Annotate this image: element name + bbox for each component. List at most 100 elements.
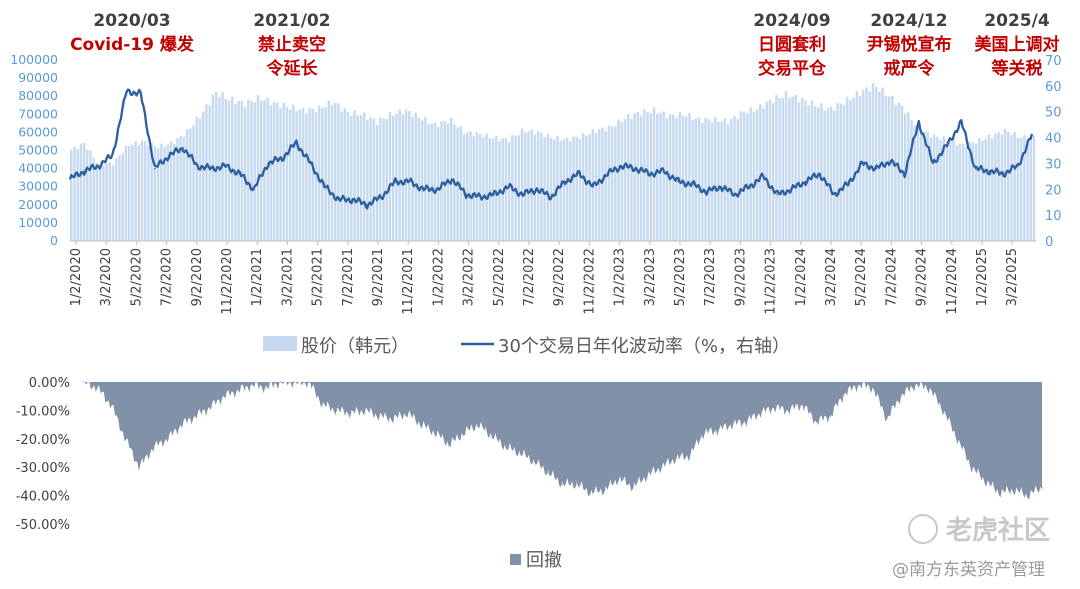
drawdown-point (928, 387, 930, 389)
price-bar (627, 114, 630, 241)
price-bar (926, 131, 929, 241)
price-bar (430, 123, 434, 241)
volatility-point (635, 167, 637, 170)
price-bar (781, 98, 785, 242)
price-bar (623, 119, 627, 241)
price-bar (530, 129, 533, 241)
drawdown-point (801, 404, 803, 406)
price-bar (462, 134, 466, 241)
drawdown-chart: 0.00% -10.00% -20.00% -30.00% -40.00% -50.00%… (16, 376, 1043, 571)
price-bar (321, 108, 324, 241)
price-bar (282, 102, 285, 242)
price-bar (636, 111, 640, 241)
price-bar (495, 135, 498, 241)
price-bar (153, 146, 157, 241)
legend-volatility-label: 30个交易日年化波动率（%，右轴） (498, 336, 790, 357)
drawdown-point (505, 446, 507, 448)
price-bar (681, 115, 685, 241)
price-bar (411, 116, 414, 241)
price-bar (98, 162, 102, 241)
price-bar (601, 127, 604, 241)
price-bar (639, 115, 643, 241)
y-left-tick-label: 100000 (10, 52, 58, 67)
volatility-point (366, 204, 368, 206)
y-left-tick-label: 0 (50, 233, 58, 248)
x-tick-label: 3/2/2022 (462, 248, 477, 306)
volatility-point (974, 167, 977, 170)
price-bar (86, 149, 89, 241)
volatility-point (734, 193, 736, 196)
volatility-point (69, 178, 71, 180)
price-bar (633, 113, 636, 241)
price-bar (1003, 128, 1007, 241)
drawdown-point (322, 404, 324, 406)
price-bar (118, 155, 121, 241)
price-bar (308, 108, 311, 241)
price-bar (810, 100, 814, 242)
price-bar (945, 140, 949, 241)
drawdown-point (688, 455, 691, 457)
price-bar (659, 112, 662, 241)
volatility-point (847, 183, 849, 185)
price-bar (936, 136, 939, 241)
price-bar (775, 95, 778, 241)
price-bar (768, 99, 772, 242)
price-bar (646, 112, 649, 241)
drawdown-point (195, 415, 197, 417)
volatility-point (323, 185, 326, 188)
price-bar (726, 124, 730, 241)
price-bar (929, 137, 933, 241)
y-tick-label: 0.00% (29, 376, 70, 391)
price-bar (144, 141, 147, 241)
price-bar (955, 145, 958, 241)
price-bar (140, 140, 144, 241)
drawdown-point (124, 438, 126, 440)
price-bar (540, 132, 543, 241)
price-bar (433, 122, 437, 241)
event-date: 2024/09 (753, 11, 831, 31)
price-bar (533, 134, 537, 241)
price-bar (704, 117, 707, 241)
price-bar (202, 111, 205, 241)
drawdown-point (773, 407, 775, 409)
y-tick-label: -10.00% (16, 404, 70, 419)
price-bar (208, 105, 211, 241)
y-left-tick-label: 20000 (18, 197, 58, 212)
price-bar (630, 118, 633, 241)
price-bar (688, 113, 691, 241)
price-bar (366, 119, 369, 241)
price-bar (105, 163, 108, 241)
drawdown-point (872, 387, 874, 389)
volatility-point (493, 193, 496, 196)
price-bar (443, 121, 446, 241)
price-bar (559, 140, 562, 241)
price-bar (987, 134, 991, 241)
x-tick-label: 5/2/2024 (854, 248, 869, 306)
price-bar (292, 104, 295, 241)
price-bar (974, 143, 978, 241)
price-bar (598, 129, 601, 241)
x-tick-label: 7/2/2020 (160, 248, 175, 306)
x-tick-label: 3/2/2025 (1005, 248, 1020, 306)
volatility-point (720, 185, 722, 188)
price-bar (337, 103, 340, 242)
price-bar (527, 131, 530, 241)
price-bar (192, 125, 195, 241)
volatility-point (960, 121, 963, 123)
price-bar (720, 121, 723, 241)
price-bar (685, 116, 688, 241)
price-bar (253, 102, 256, 241)
event-yen-carry: 2024/09 日圆套利 交易平仓 (732, 9, 852, 81)
price-bar (488, 138, 492, 241)
price-bar (327, 100, 331, 241)
drawdown-point (1013, 489, 1015, 491)
event-label: Covid-19 爆发 (70, 35, 194, 55)
drawdown-point (463, 432, 465, 434)
volatility-point (182, 147, 184, 149)
price-bar (520, 128, 524, 241)
drawdown-point (590, 492, 592, 494)
price-bar (910, 120, 913, 241)
x-tick-label: 11/2/2022 (582, 248, 597, 315)
price-bar (752, 111, 756, 242)
volatility-point (649, 173, 651, 175)
